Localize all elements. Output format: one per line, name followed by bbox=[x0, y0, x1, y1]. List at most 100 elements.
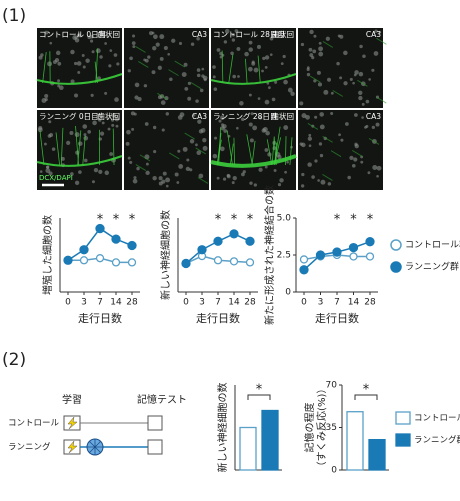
cell-dot bbox=[116, 125, 119, 128]
cell-dot bbox=[77, 71, 80, 74]
cell-dot bbox=[327, 78, 331, 82]
x-tick-label: 14 bbox=[228, 298, 240, 308]
cell-dot bbox=[362, 103, 365, 106]
cell-dot bbox=[202, 138, 206, 142]
cell-dot bbox=[230, 52, 234, 56]
cell-dot bbox=[204, 78, 207, 81]
cell-dot bbox=[368, 78, 371, 81]
cell-dot bbox=[338, 34, 341, 37]
significance-star: * bbox=[247, 213, 254, 228]
cell-dot bbox=[178, 164, 183, 169]
cell-dot bbox=[84, 133, 87, 136]
cell-dot bbox=[283, 55, 286, 58]
cell-dot bbox=[49, 133, 53, 137]
cell-dot bbox=[159, 176, 163, 180]
cell-dot bbox=[44, 143, 47, 146]
data-point bbox=[80, 246, 88, 254]
cell-dot bbox=[359, 45, 362, 48]
cell-dot bbox=[220, 146, 225, 151]
cell-dot bbox=[330, 112, 333, 115]
data-point bbox=[367, 253, 374, 260]
data-point bbox=[230, 230, 238, 238]
cell-dot bbox=[217, 48, 221, 52]
diagram-label: 記憶テスト bbox=[137, 393, 187, 406]
cell-dot bbox=[354, 74, 357, 77]
cell-dot bbox=[129, 56, 133, 60]
cell-dot bbox=[176, 181, 179, 184]
x-tick-label: 14 bbox=[110, 298, 122, 308]
x-axis-label: 走行日数 bbox=[78, 312, 122, 325]
cell-dot bbox=[318, 82, 322, 86]
x-tick-label: 3 bbox=[318, 298, 324, 308]
cell-dot bbox=[126, 130, 131, 135]
cell-dot bbox=[317, 179, 320, 182]
y-tick-label: 2.5 bbox=[277, 251, 291, 261]
cell-dot bbox=[190, 139, 194, 143]
cell-dot bbox=[187, 97, 191, 101]
x-tick-label: 3 bbox=[199, 298, 205, 308]
cell-dot bbox=[326, 37, 330, 41]
cell-dot bbox=[152, 70, 156, 74]
micrograph bbox=[211, 28, 296, 108]
y-axis-label: 増殖した細胞の数 bbox=[41, 215, 54, 295]
cell-dot bbox=[318, 46, 323, 51]
cell-dot bbox=[96, 48, 101, 53]
group-label: ランニング bbox=[8, 442, 51, 453]
bar bbox=[369, 440, 385, 470]
cell-dot bbox=[92, 50, 95, 53]
cell-dot bbox=[354, 143, 357, 146]
cell-dot bbox=[47, 61, 52, 66]
bar bbox=[262, 411, 278, 471]
cell-dot bbox=[345, 122, 349, 126]
cell-dot bbox=[108, 128, 111, 131]
significance-star: * bbox=[231, 213, 238, 228]
cell-dot bbox=[75, 132, 80, 137]
cell-dot bbox=[159, 181, 163, 185]
cell-dot bbox=[203, 146, 208, 151]
cell-dot bbox=[249, 41, 253, 45]
significance-star: * bbox=[334, 213, 341, 228]
cell-dot bbox=[352, 164, 356, 168]
data-point bbox=[231, 258, 238, 265]
cell-dot bbox=[109, 152, 113, 156]
data-point bbox=[214, 237, 222, 245]
cell-dot bbox=[75, 181, 79, 185]
data-point bbox=[128, 241, 136, 249]
significance-star: * bbox=[363, 383, 370, 398]
cell-dot bbox=[153, 34, 158, 39]
cell-dot bbox=[222, 124, 226, 128]
cell-dot bbox=[59, 85, 64, 90]
cell-dot bbox=[233, 176, 237, 180]
legend-marker bbox=[391, 262, 401, 272]
y-axis-label: （すくみ反応(%)） bbox=[315, 384, 328, 472]
region-label: CA3 bbox=[192, 30, 207, 39]
cell-dot bbox=[184, 87, 188, 91]
legend-marker bbox=[391, 240, 401, 250]
cell-dot bbox=[265, 100, 270, 105]
data-point bbox=[350, 244, 358, 252]
y-tick-label: 5.0 bbox=[277, 214, 292, 224]
cell-dot bbox=[308, 137, 312, 141]
cell-dot bbox=[92, 121, 97, 126]
cell-dot bbox=[145, 122, 149, 126]
cell-dot bbox=[251, 62, 255, 66]
image-label: ランニング 0日目 bbox=[39, 111, 99, 121]
data-point bbox=[246, 237, 254, 245]
cell-dot bbox=[241, 173, 245, 177]
region-label: CA3 bbox=[366, 112, 381, 121]
significance-star: * bbox=[367, 213, 374, 228]
image-label: コントロール 0日目 bbox=[39, 30, 106, 39]
cell-dot bbox=[166, 185, 169, 188]
data-point bbox=[112, 235, 120, 243]
cell-dot bbox=[307, 73, 310, 76]
cell-dot bbox=[214, 137, 217, 140]
cell-dot bbox=[188, 82, 191, 85]
y-axis-label: 新たに形成された神経結合の数 bbox=[263, 185, 276, 325]
cell-dot bbox=[217, 177, 220, 180]
stain-label: DCX/DAPI bbox=[39, 174, 73, 182]
cell-dot bbox=[354, 113, 358, 117]
cell-dot bbox=[99, 55, 102, 58]
cell-dot bbox=[160, 57, 164, 61]
cell-dot bbox=[360, 161, 363, 164]
cell-dot bbox=[365, 125, 368, 128]
